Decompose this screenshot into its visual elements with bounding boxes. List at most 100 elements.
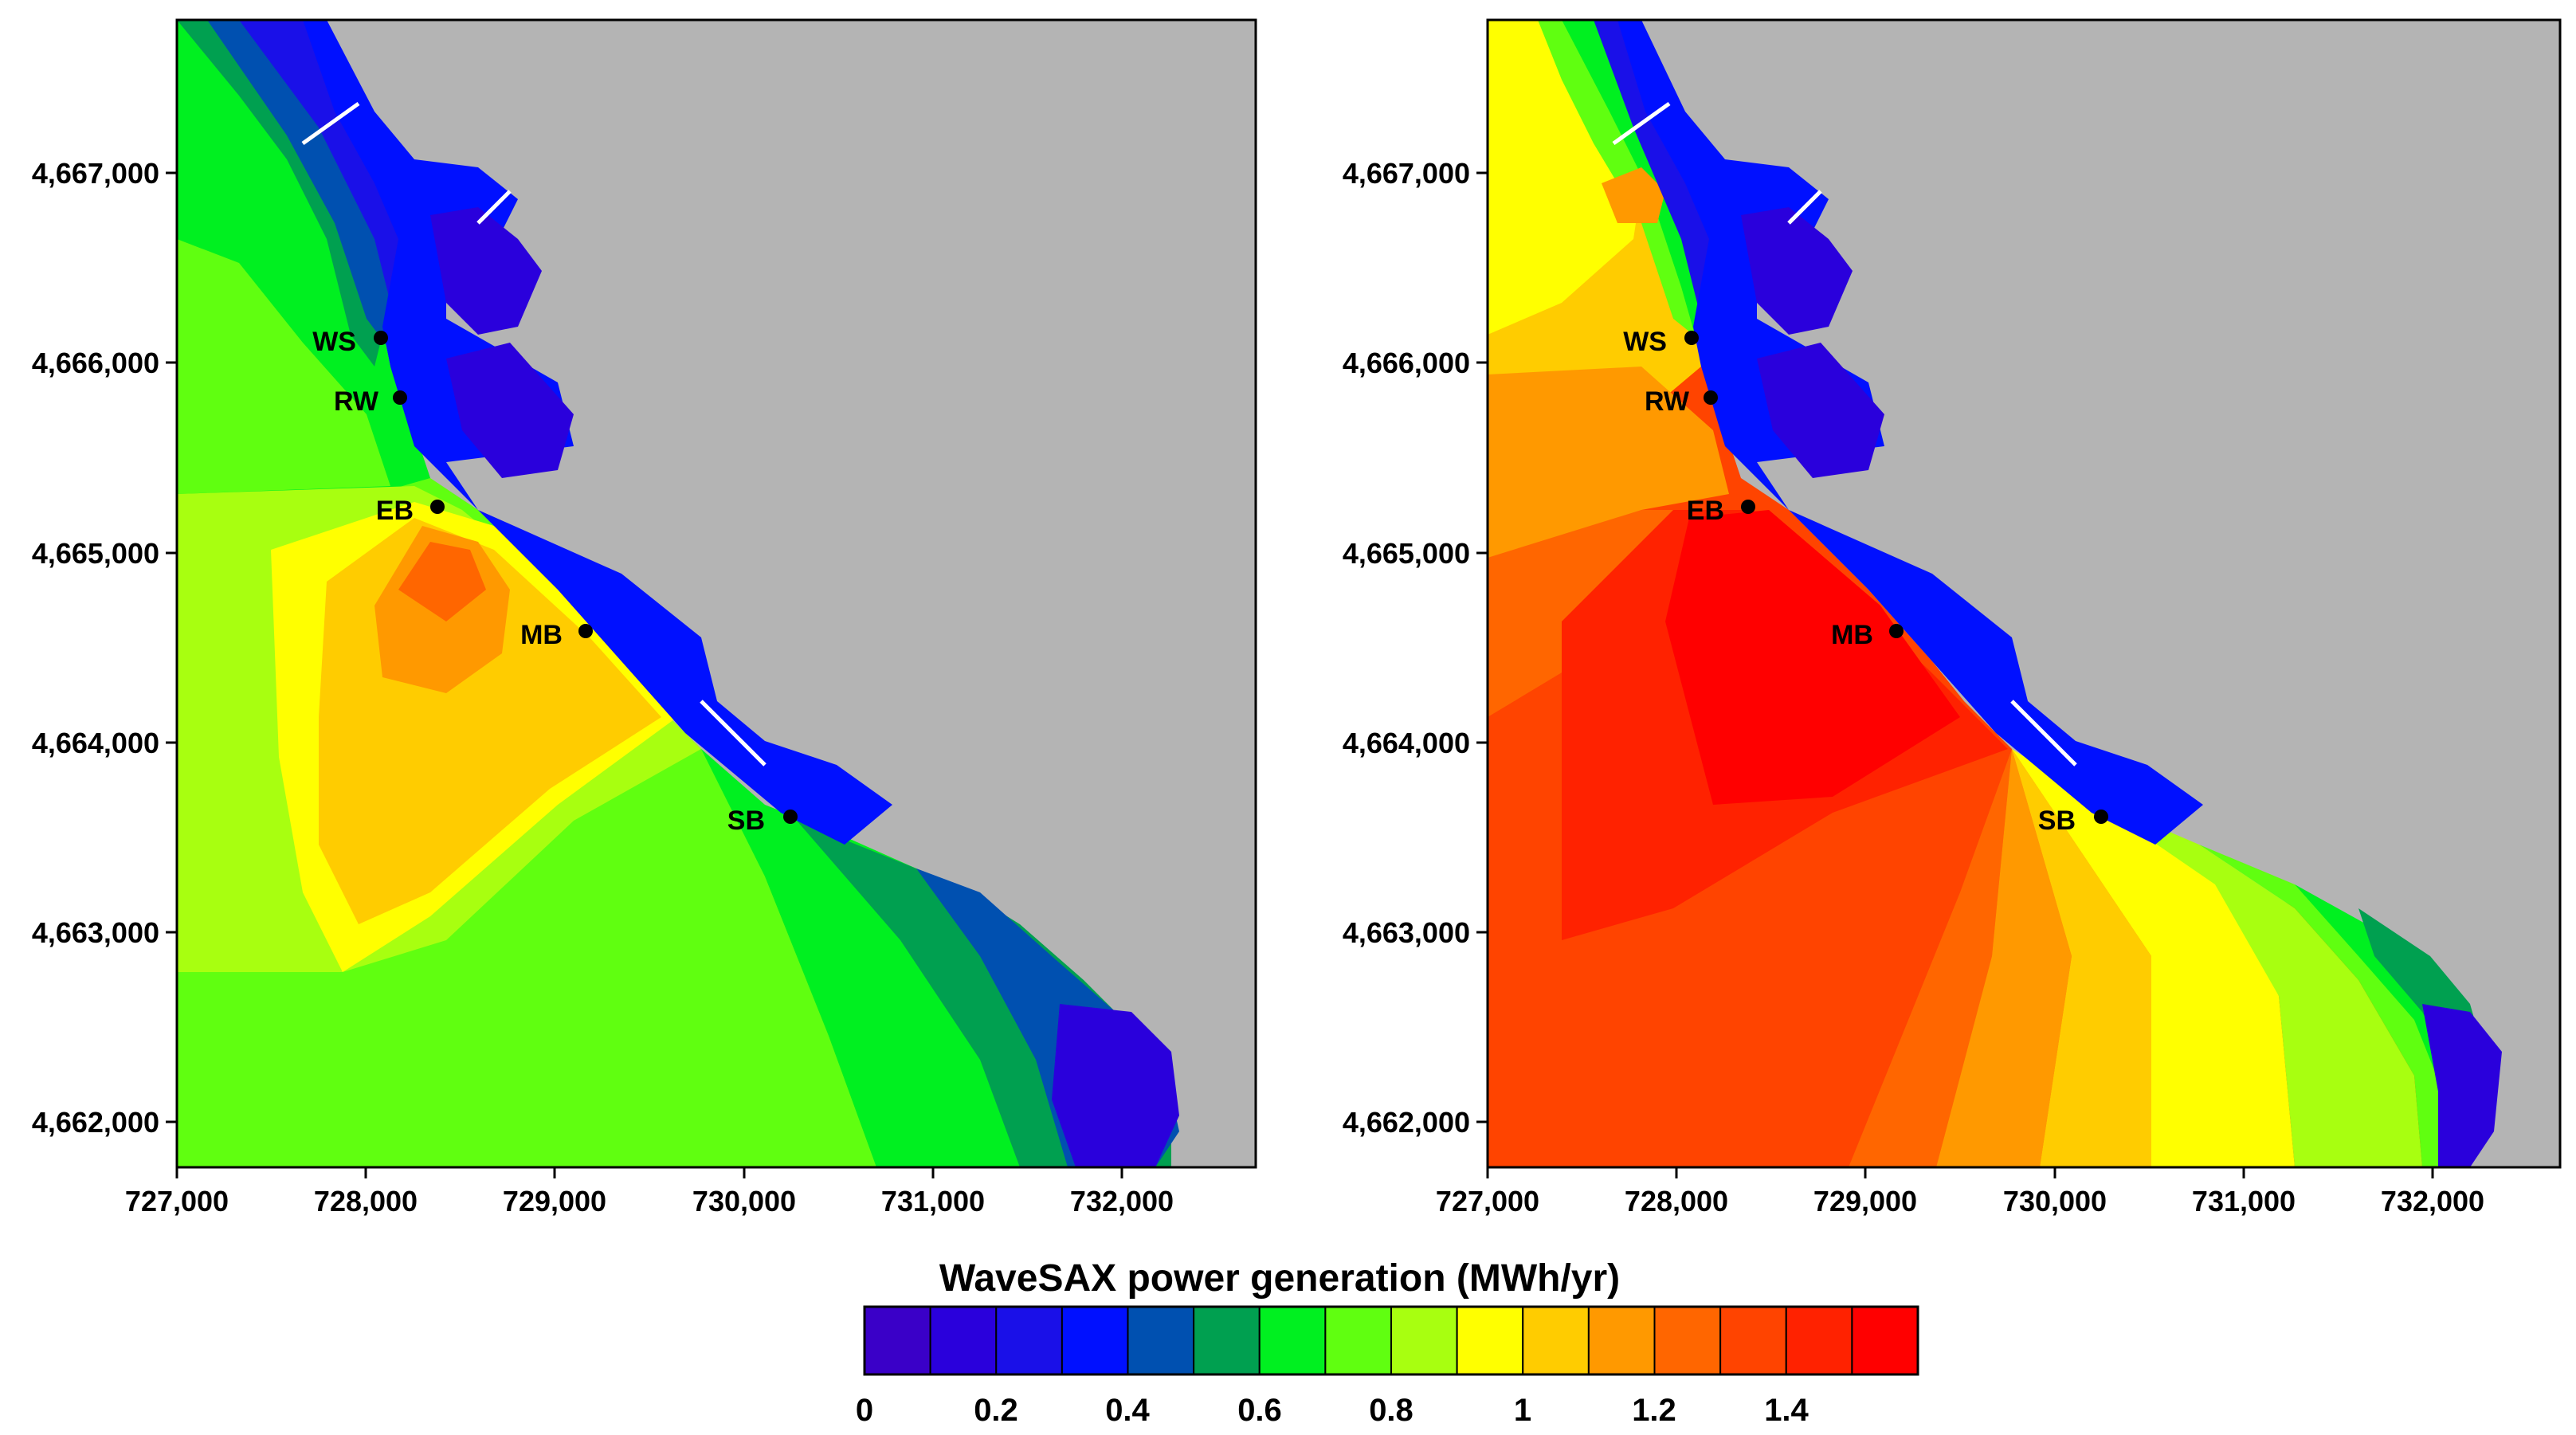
right-zone-indigo-se [2422,1004,2502,1167]
right-station-rw-label: RW [1645,386,1690,417]
right-breakwater-line [1612,101,1671,146]
left-station-ws-label: WS [312,327,356,357]
colorbar-cell [1785,1306,1853,1375]
left-station-mb-label: MB [520,620,563,650]
left-zone-indigo-se [1052,1004,1179,1167]
right-y-tick-label: 4,662,000 [1343,1106,1470,1139]
left-y-tick-label: 4,666,000 [32,347,159,379]
left-map-frame [175,18,1257,1169]
colorbar-tick-label: 1 [1514,1393,1531,1428]
colorbar-cell [1258,1306,1327,1375]
right-zone-red-core [1665,510,1960,805]
colorbar-tick-label: 1.4 [1764,1393,1809,1428]
left-breakwater-line [301,101,360,146]
right-station-sb-label: SB [2038,806,2076,836]
right-y-tick-label: 4,667,000 [1343,157,1470,190]
right-zone-blue-nw [1594,20,1737,335]
right-y-tick-label: 4,664,000 [1343,727,1470,759]
right-map-plot [1488,20,2560,1167]
left-port-terminal [446,343,574,478]
left-map-panel: WS RW EB MB SB 4,667,000 4,666,000 4,665… [32,18,1257,1217]
right-stations: WS RW EB MB SB [1623,327,2108,836]
left-station-rw-label: RW [334,386,379,417]
left-pier-line [476,190,512,225]
left-zone-blue-nw [239,20,430,335]
colorbar-cell [864,1306,931,1375]
right-sea-base [1488,20,2490,1167]
left-y-tick-label: 4,663,000 [32,916,159,949]
colorbar-title: WaveSAX power generation (MWh/yr) [939,1257,1620,1300]
colorbar-tick-label: 0.2 [974,1393,1018,1428]
colorbar-tick-label: 0.8 [1369,1393,1413,1428]
right-y-tick-label: 4,666,000 [1343,347,1470,379]
right-map-panel: WS RW EB MB SB 4,667,000 4,666,000 4,665… [1343,18,2562,1217]
right-x-tick-label: 731,000 [2192,1185,2296,1217]
left-y-tick-label: 4,662,000 [32,1106,159,1139]
left-x-tick-label: 732,000 [1070,1185,1174,1217]
right-station-rw-marker [1704,390,1718,405]
right-zone-darkorange-se [1849,749,2012,1167]
left-station-rw-marker [393,390,407,405]
colorbar-tick-label: 0 [856,1393,873,1428]
left-x-tick-label: 730,000 [692,1185,796,1217]
colorbar-tick-label: 0.4 [1105,1393,1150,1428]
left-station-eb-label: EB [376,496,414,526]
right-map-frame [1486,18,2562,1169]
right-x-tick-label: 730,000 [2003,1185,2107,1217]
colorbar-cell [1193,1306,1261,1375]
colorbar-cell [929,1306,998,1375]
left-x-tick-label: 729,000 [503,1185,606,1217]
right-x-tick-label: 729,000 [1813,1185,1917,1217]
colorbar: WaveSAX power generation (MWh/yr) 0 0.2 … [856,1257,1919,1428]
right-y-axis: 4,667,000 4,666,000 4,665,000 4,664,000 … [1343,157,1488,1139]
right-x-axis: 727,000 728,000 729,000 730,000 731,000 … [1436,1167,2484,1217]
right-zone-yellow-se [2012,749,2295,1167]
colorbar-tick-label: 0.6 [1237,1393,1282,1428]
left-station-ws-marker [374,331,388,345]
left-y-tick-label: 4,667,000 [32,157,159,190]
left-y-axis: 4,667,000 4,666,000 4,665,000 4,664,000 … [32,157,177,1139]
right-x-tick-label: 732,000 [2381,1185,2484,1217]
left-y-tick-label: 4,665,000 [32,537,159,570]
colorbar-cell [995,1306,1063,1375]
colorbar-frame [863,1305,1919,1376]
right-station-eb-marker [1741,500,1755,514]
left-x-tick-label: 731,000 [881,1185,985,1217]
left-station-sb-label: SB [727,806,765,836]
right-y-tick-label: 4,665,000 [1343,537,1470,570]
right-pier-line [1787,190,1822,225]
left-stations: WS RW EB MB SB [312,327,798,836]
right-station-eb-label: EB [1687,496,1724,526]
colorbar-cell [1456,1306,1524,1375]
right-station-mb-label: MB [1831,620,1873,650]
colorbar-cell [1390,1306,1458,1375]
right-station-ws-marker [1684,331,1699,345]
colorbar-cell [1127,1306,1195,1375]
right-x-tick-label: 728,000 [1625,1185,1728,1217]
right-station-ws-label: WS [1623,327,1667,357]
colorbar-cell [1719,1306,1787,1375]
left-zone-darkorange [398,542,486,621]
left-y-tick-label: 4,664,000 [32,727,159,759]
right-zone-orange-pocket [1602,167,1665,223]
colorbar-cell [1061,1306,1129,1375]
colorbar-cell [1522,1306,1590,1375]
right-station-mb-marker [1889,624,1904,638]
colorbar-cell [1653,1306,1722,1375]
left-zone-steelblue-nw [207,20,398,351]
left-station-sb-marker [783,810,798,824]
right-zone-orange-se [1936,749,2072,1167]
colorbar-tick-label: 1.2 [1632,1393,1676,1428]
right-x-tick-label: 727,000 [1436,1185,1539,1217]
colorbar-cells [864,1306,1919,1375]
right-port-basin [1741,207,1853,335]
left-x-tick-label: 728,000 [314,1185,418,1217]
left-station-mb-marker [578,624,593,638]
left-sea-lightgreen-west [177,239,390,494]
left-port-basin [430,207,542,335]
colorbar-cell [1587,1306,1656,1375]
right-station-sb-marker [2094,810,2108,824]
left-dock-line [700,700,767,767]
right-zone-amber-se [2012,749,2151,1167]
